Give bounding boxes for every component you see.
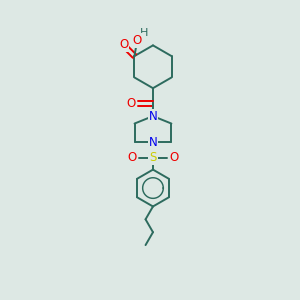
Text: N: N xyxy=(148,110,157,123)
Text: N: N xyxy=(148,136,157,149)
Text: O: O xyxy=(169,151,178,164)
Text: H: H xyxy=(140,28,148,38)
Text: S: S xyxy=(149,151,157,164)
Text: O: O xyxy=(133,34,142,47)
Text: O: O xyxy=(119,38,128,51)
Text: O: O xyxy=(126,97,136,110)
Text: O: O xyxy=(128,151,137,164)
